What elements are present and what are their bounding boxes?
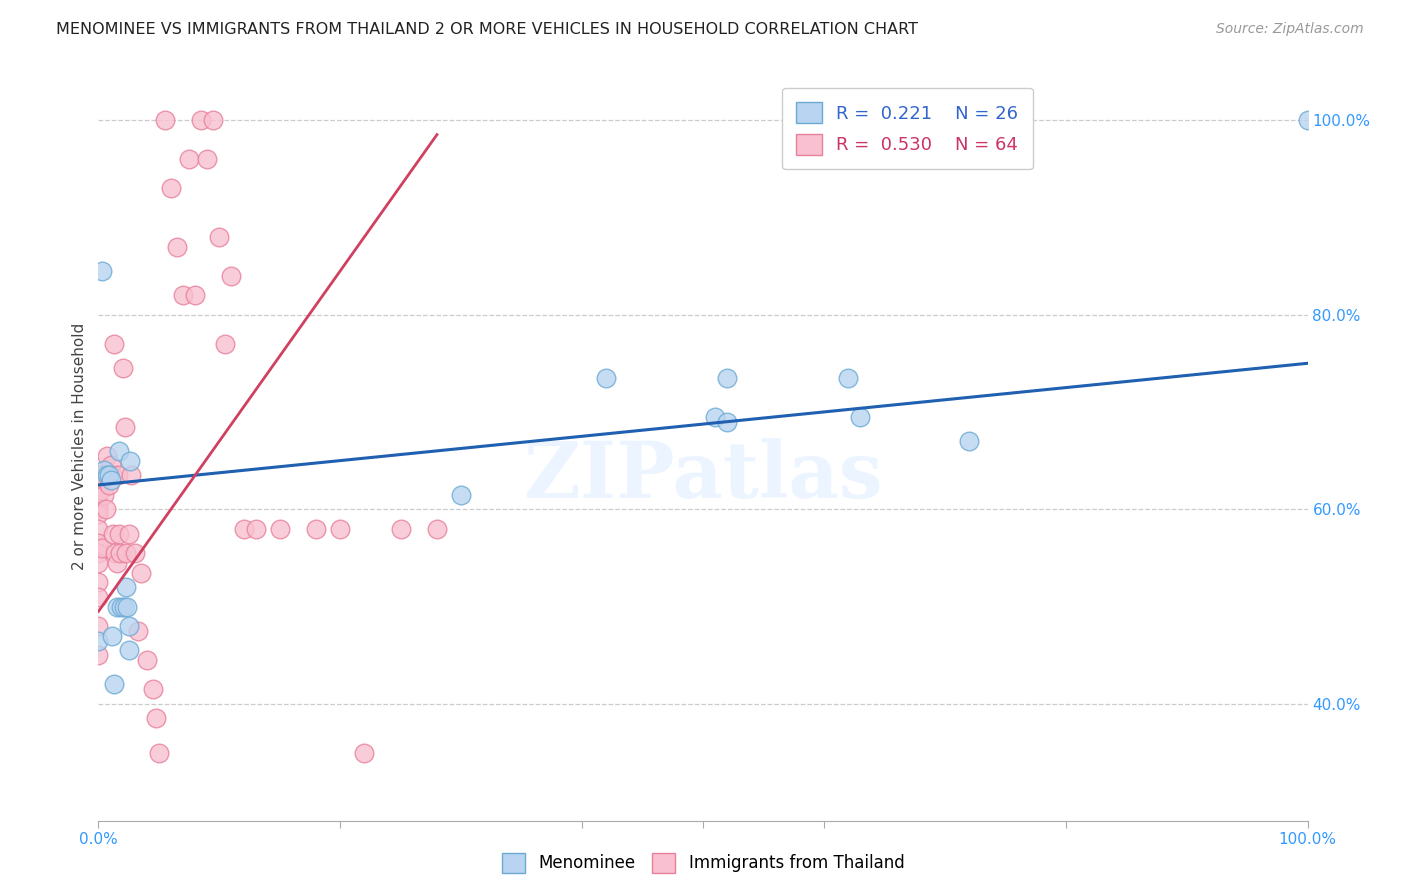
Point [100,458,122,473]
Point [91,473,114,487]
Point [389,522,412,536]
Point [87,590,110,604]
Legend: Menominee, Immigrants from Thailand: Menominee, Immigrants from Thailand [495,847,911,880]
Point [142,682,165,697]
Point [595,371,617,385]
Point [87,483,110,497]
Point [108,526,131,541]
Point [184,288,207,302]
Point [87,556,110,570]
Point [115,546,138,560]
Point [957,434,980,449]
Point [716,415,738,429]
Point [107,468,129,483]
Point [98,468,121,483]
Point [96,468,118,483]
Point [87,488,110,502]
Point [103,336,125,351]
Point [105,599,128,614]
Point [93,463,115,477]
Point [245,522,267,536]
Point [172,288,194,302]
Point [111,361,134,376]
Point [87,536,110,550]
Point [704,409,727,424]
Y-axis label: 2 or more Vehicles in Household: 2 or more Vehicles in Household [72,322,87,570]
Point [87,522,110,536]
Point [105,556,128,570]
Point [195,152,218,166]
Point [118,453,141,467]
Point [214,336,236,351]
Point [114,419,136,434]
Point [110,599,132,614]
Point [145,711,167,725]
Point [101,526,124,541]
Point [129,566,152,580]
Text: MENOMINEE VS IMMIGRANTS FROM THAILAND 2 OR MORE VEHICLES IN HOUSEHOLD CORRELATIO: MENOMINEE VS IMMIGRANTS FROM THAILAND 2 … [56,22,918,37]
Point [87,468,110,483]
Point [87,648,110,663]
Point [118,619,141,633]
Point [305,522,328,536]
Point [91,541,114,556]
Point [269,522,291,536]
Point [87,546,110,560]
Point [96,449,118,463]
Point [94,502,117,516]
Point [202,113,225,128]
Point [118,643,141,657]
Point [100,468,122,483]
Point [98,478,121,492]
Text: ZIPatlas: ZIPatlas [523,438,883,514]
Point [100,473,122,487]
Point [716,371,738,385]
Point [353,746,375,760]
Point [837,371,859,385]
Point [108,443,131,458]
Point [87,497,110,511]
Point [1296,113,1319,128]
Point [329,522,352,536]
Point [190,113,212,128]
Point [208,229,231,244]
Point [117,599,139,614]
Point [100,629,122,643]
Point [849,409,872,424]
Point [153,113,176,128]
Point [221,268,243,283]
Point [87,633,110,648]
Point [104,546,127,560]
Point [166,239,188,253]
Point [112,599,135,614]
Point [87,575,110,590]
Point [87,502,110,516]
Legend: R =  0.221    N = 26, R =  0.530    N = 64: R = 0.221 N = 26, R = 0.530 N = 64 [782,88,1032,169]
Point [93,488,115,502]
Point [115,580,138,594]
Point [124,546,146,560]
Point [108,546,131,560]
Point [87,468,110,483]
Point [179,152,201,166]
Point [135,653,157,667]
Point [127,624,149,638]
Point [450,488,472,502]
Point [120,468,142,483]
Point [90,483,112,497]
Point [426,522,449,536]
Point [118,526,141,541]
Point [232,522,254,536]
Point [91,264,114,278]
Point [160,181,183,195]
Point [87,507,110,521]
Point [97,468,120,483]
Point [87,619,110,633]
Point [148,746,170,760]
Text: Source: ZipAtlas.com: Source: ZipAtlas.com [1216,22,1364,37]
Point [103,677,125,691]
